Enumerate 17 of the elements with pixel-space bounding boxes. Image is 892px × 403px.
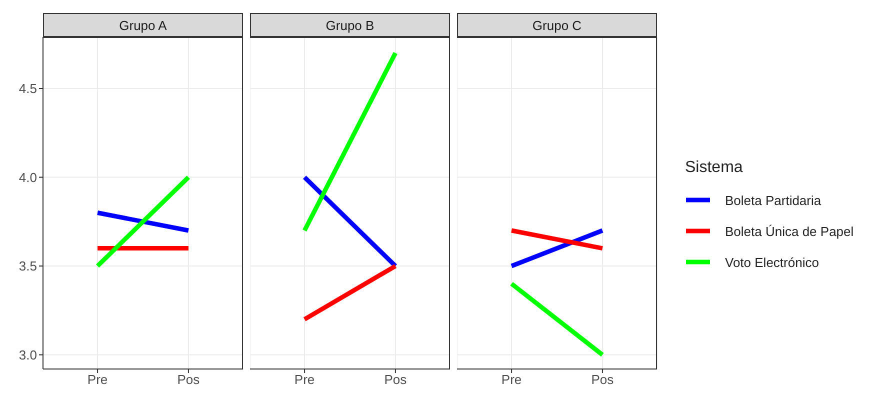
x-tick-label: Pos — [384, 372, 408, 388]
y-tick-label: 4.0 — [18, 170, 37, 185]
x-tick-label: Pre — [501, 372, 522, 388]
legend-label: Voto Electrónico — [725, 254, 819, 270]
legend-title: Sistema — [685, 158, 744, 176]
chart-title: Grupo A — [43, 13, 243, 37]
legend-label: Boleta Única de Papel — [725, 224, 854, 238]
y-tick-label: 3.5 — [18, 258, 37, 274]
x-tick-label: Pos — [177, 372, 200, 388]
x-tick-label: Pre — [294, 372, 315, 388]
legend-label: Boleta Partidaria — [725, 192, 822, 208]
chart-title: Grupo B — [250, 13, 450, 37]
chart-title: Grupo C — [457, 13, 657, 37]
x-tick-label: Pos — [591, 372, 614, 388]
x-tick-label: Pre — [87, 372, 108, 388]
y-tick-label: 4.5 — [18, 81, 37, 96]
y-tick-label: 3.0 — [18, 347, 37, 362]
